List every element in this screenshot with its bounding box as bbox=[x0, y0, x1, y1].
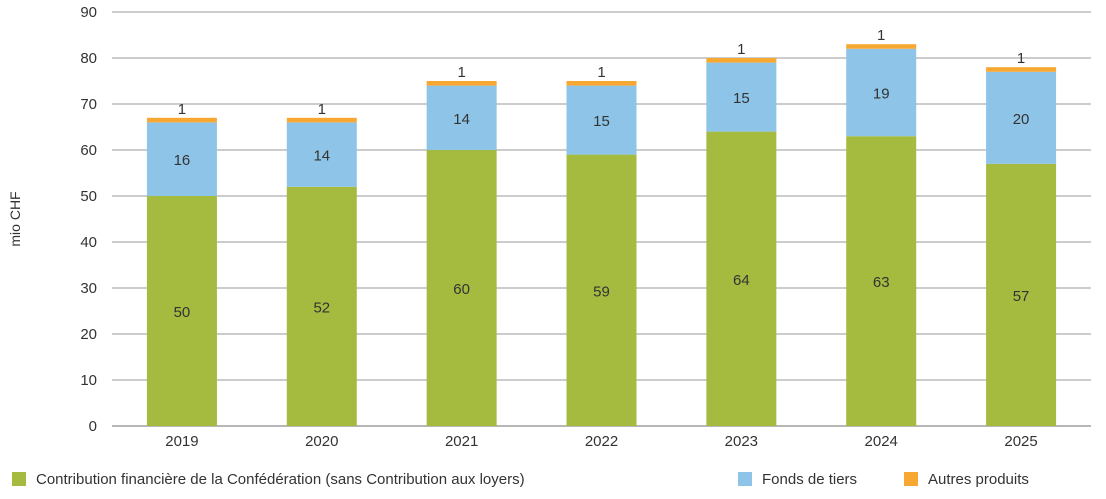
legend-label: Fonds de tiers bbox=[762, 471, 857, 488]
y-tick-label: 20 bbox=[80, 326, 97, 343]
bars bbox=[146, 44, 1057, 427]
data-label: 20 bbox=[1013, 111, 1030, 128]
bar-segment-2 bbox=[426, 85, 497, 150]
data-label: 1 bbox=[737, 41, 745, 58]
data-label: 1 bbox=[1017, 50, 1025, 67]
bar-segment-3 bbox=[426, 81, 497, 86]
bar-segment-1 bbox=[146, 196, 217, 426]
x-axis-tick-labels: 2019 2020 2021 2022 2023 2024 2025 bbox=[165, 433, 1038, 450]
data-label: 59 bbox=[593, 283, 610, 300]
x-tick-label: 2019 bbox=[165, 433, 198, 450]
data-label: 1 bbox=[178, 101, 186, 118]
bar-segment-3 bbox=[846, 44, 917, 49]
data-label: 57 bbox=[1013, 288, 1030, 305]
bar-segment-1 bbox=[286, 186, 357, 426]
y-tick-label: 40 bbox=[80, 234, 97, 251]
data-label: 1 bbox=[597, 64, 605, 81]
x-tick-label: 2024 bbox=[865, 433, 898, 450]
legend-swatch bbox=[904, 472, 918, 486]
bar-segment-1 bbox=[566, 154, 637, 426]
y-tick-label: 30 bbox=[80, 280, 97, 297]
data-label: 52 bbox=[313, 299, 330, 316]
y-axis-tick-labels: 0 10 20 30 40 50 60 70 80 90 bbox=[80, 4, 97, 435]
data-label: 64 bbox=[733, 272, 750, 289]
bar-segment-2 bbox=[986, 71, 1057, 164]
x-tick-label: 2020 bbox=[305, 433, 338, 450]
y-tick-label: 0 bbox=[89, 418, 97, 435]
bar-segment-2 bbox=[566, 85, 637, 155]
data-label: 14 bbox=[453, 111, 470, 128]
legend: Contribution financière de la Confédérat… bbox=[12, 471, 1029, 488]
data-label: 63 bbox=[873, 274, 890, 291]
y-tick-label: 90 bbox=[80, 4, 97, 21]
bar-segment-1 bbox=[426, 150, 497, 426]
y-tick-label: 70 bbox=[80, 96, 97, 113]
legend-swatch bbox=[12, 472, 26, 486]
bar-segment-3 bbox=[706, 58, 777, 63]
y-tick-label: 10 bbox=[80, 372, 97, 389]
data-label: 16 bbox=[174, 152, 191, 169]
data-label: 15 bbox=[593, 113, 610, 130]
bar-segment-2 bbox=[146, 122, 217, 196]
x-tick-label: 2025 bbox=[1004, 433, 1037, 450]
bar-segment-1 bbox=[846, 136, 917, 426]
bar-segment-3 bbox=[566, 81, 637, 86]
legend-swatch bbox=[738, 472, 752, 486]
data-label: 1 bbox=[877, 27, 885, 44]
data-labels: 50 16 1 52 14 1 60 14 1 59 15 1 64 15 1 63 19 1 57 20 1 bbox=[174, 27, 1030, 321]
bar-segment-2 bbox=[706, 62, 777, 132]
data-label: 15 bbox=[733, 90, 750, 107]
bar-segment-2 bbox=[286, 122, 357, 187]
data-label: 60 bbox=[453, 281, 470, 298]
bar-segment-3 bbox=[986, 67, 1057, 72]
data-label: 1 bbox=[318, 101, 326, 118]
bar-segment-3 bbox=[146, 117, 217, 123]
data-label: 50 bbox=[174, 304, 191, 321]
legend-label: Autres produits bbox=[928, 471, 1029, 488]
x-tick-label: 2023 bbox=[725, 433, 758, 450]
bar-segment-2 bbox=[846, 48, 917, 137]
data-label: 14 bbox=[313, 148, 330, 165]
y-axis-label: mio CHF bbox=[7, 191, 23, 246]
x-tick-label: 2021 bbox=[445, 433, 478, 450]
y-tick-label: 50 bbox=[80, 188, 97, 205]
bar-segment-1 bbox=[706, 131, 777, 426]
legend-label: Contribution financière de la Confédérat… bbox=[36, 471, 525, 488]
bar-segment-1 bbox=[986, 163, 1057, 427]
data-label: 1 bbox=[457, 64, 465, 81]
y-tick-label: 80 bbox=[80, 50, 97, 67]
x-tick-label: 2022 bbox=[585, 433, 618, 450]
data-label: 19 bbox=[873, 86, 890, 103]
bar-segment-3 bbox=[286, 117, 357, 123]
y-tick-label: 60 bbox=[80, 142, 97, 159]
